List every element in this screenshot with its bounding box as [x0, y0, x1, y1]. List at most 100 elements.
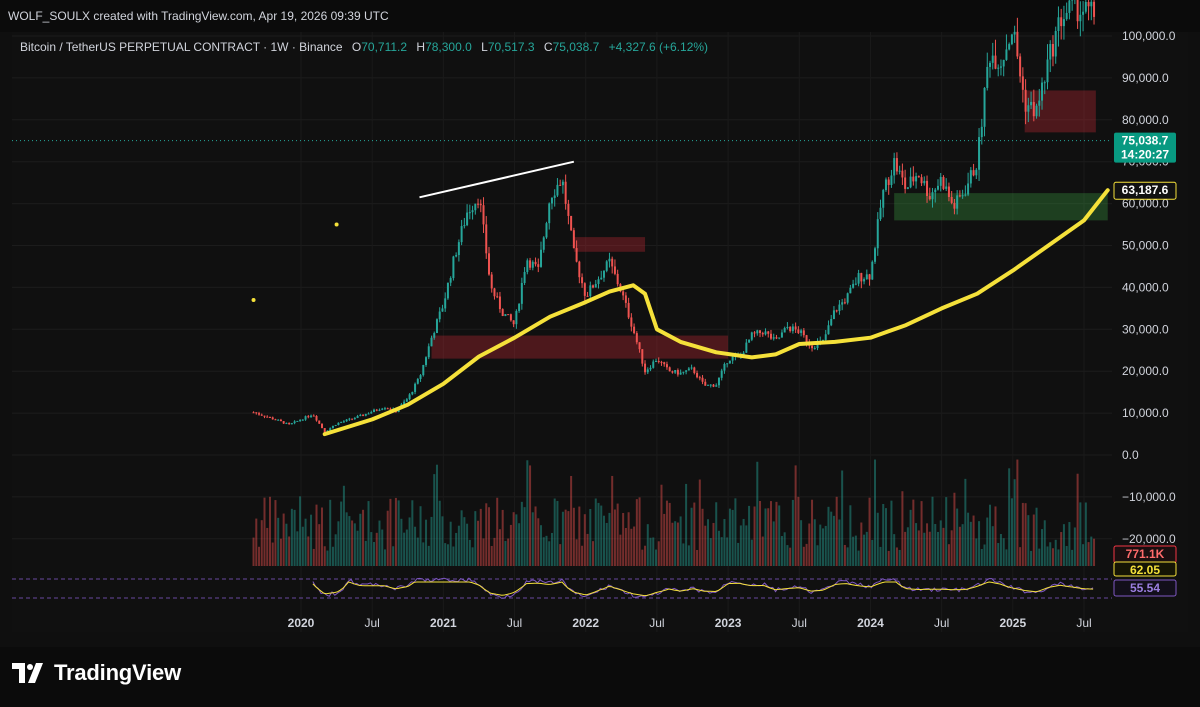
- symbol-title[interactable]: Bitcoin / TetherUS PERPETUAL CONTRACT · …: [20, 40, 343, 54]
- y-tick-label: 50,000.0: [1122, 239, 1169, 253]
- high-value: 78,300.0: [425, 40, 472, 54]
- candle-body: [824, 334, 827, 340]
- volume-bar: [471, 547, 474, 566]
- candle-body: [920, 177, 923, 184]
- volume-bar: [477, 520, 480, 566]
- candle-body: [775, 337, 778, 339]
- volume-bar: [553, 498, 556, 566]
- candle-body: [463, 225, 466, 227]
- volume-bar: [1013, 479, 1016, 566]
- candle-body: [1079, 14, 1082, 22]
- volume-bar: [318, 524, 321, 566]
- price-chart[interactable]: 100,000.090,000.080,000.070,000.060,000.…: [0, 0, 1200, 647]
- candle-body: [794, 326, 797, 330]
- volume-bar: [433, 474, 436, 566]
- candle-body: [854, 283, 857, 285]
- volume-bar: [307, 536, 310, 566]
- marker-dot: [334, 222, 339, 227]
- volume-bar: [301, 526, 304, 566]
- volume-bar: [411, 500, 414, 566]
- candle-body: [887, 179, 890, 185]
- candle-body: [337, 422, 340, 425]
- volume-bar: [895, 547, 898, 566]
- volume-bar: [1016, 459, 1019, 566]
- x-tick-label: Jul: [365, 616, 380, 630]
- volume-bar: [383, 549, 386, 566]
- volume-bar: [345, 512, 348, 566]
- candle-body: [717, 377, 720, 386]
- volume-bar: [252, 537, 255, 566]
- candle-body: [367, 413, 370, 415]
- volume-bar: [857, 550, 860, 566]
- candle-body: [375, 409, 378, 411]
- volume-bar: [1093, 538, 1096, 566]
- top-bar: WOLF_SOULX created with TradingView.com,…: [0, 0, 1200, 32]
- volume-bar: [457, 525, 460, 566]
- candle-body: [668, 367, 671, 372]
- candle-body: [307, 416, 310, 418]
- candle-body: [936, 185, 939, 190]
- rsi-ma-badge-bg: [1113, 561, 1177, 577]
- volume-bar: [1030, 550, 1033, 566]
- candle-body: [320, 423, 323, 429]
- candle-body: [931, 192, 934, 200]
- volume-bar: [329, 499, 332, 566]
- candle-body: [1054, 31, 1057, 57]
- candle-body: [909, 176, 912, 188]
- chart-panel[interactable]: [12, 32, 1188, 632]
- volume-bar: [304, 518, 307, 566]
- volume-bar: [312, 548, 315, 566]
- candle-body: [345, 419, 348, 422]
- volume-bar: [652, 537, 655, 566]
- candle-body: [1093, 1, 1096, 17]
- candle-body: [1076, 0, 1079, 22]
- volume-bar: [504, 540, 507, 566]
- candle-body: [726, 363, 729, 365]
- volume-bar: [822, 528, 824, 566]
- volume-bar: [425, 519, 428, 566]
- volume-bar: [1079, 502, 1082, 566]
- candle-body: [504, 314, 507, 317]
- volume-bar: [786, 545, 789, 566]
- symbol-legend[interactable]: Bitcoin / TetherUS PERPETUAL CONTRACT · …: [20, 40, 708, 54]
- candle-body: [414, 383, 417, 392]
- volume-bar: [263, 497, 266, 566]
- drawings: [12, 140, 1112, 437]
- candle-body: [422, 365, 425, 376]
- candle-body: [1013, 31, 1016, 35]
- candle-body: [846, 293, 849, 303]
- volume-bar: [515, 514, 518, 566]
- candle-body: [917, 176, 920, 178]
- candle-body: [512, 320, 515, 325]
- volume-bar: [742, 518, 745, 566]
- volume-bar: [994, 506, 997, 566]
- volume-bar: [498, 529, 501, 566]
- volume-bar: [704, 525, 707, 566]
- price-axis: 100,000.090,000.080,000.070,000.060,000.…: [1122, 29, 1176, 546]
- candle-body: [427, 346, 430, 358]
- volume-bar: [841, 470, 844, 566]
- volume-badge-text: 771.1K: [1126, 547, 1165, 561]
- tradingview-logo[interactable]: TradingView: [12, 660, 181, 686]
- volume-bar: [775, 501, 778, 566]
- candle-body: [348, 418, 351, 420]
- candle-body: [895, 158, 898, 172]
- volume-bar: [874, 459, 877, 566]
- candle-body: [540, 249, 543, 267]
- candle-body: [507, 314, 510, 316]
- candle-body: [383, 408, 386, 410]
- candle-body: [534, 261, 537, 265]
- volume-bar: [967, 512, 970, 566]
- volume-bar: [630, 528, 633, 566]
- volume-bar: [572, 507, 575, 566]
- volume-bar: [586, 533, 589, 566]
- candle-body: [1084, 2, 1087, 12]
- candle-body: [822, 339, 824, 341]
- candle-body: [983, 87, 986, 127]
- volume-bar: [953, 492, 956, 566]
- volume-bar: [1084, 502, 1087, 566]
- candle-body: [816, 342, 819, 349]
- volume-bar: [723, 519, 726, 566]
- volume-bar: [1087, 542, 1090, 566]
- volume-bar: [405, 529, 408, 566]
